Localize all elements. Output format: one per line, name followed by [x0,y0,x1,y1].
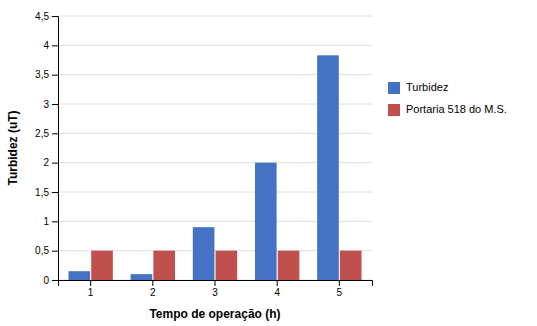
x-tick-label: 1 [88,287,94,298]
bar [278,251,300,280]
y-tick-mark [52,251,58,252]
y-tick: 2 [43,157,58,168]
bar [131,274,153,280]
y-axis-line [52,17,59,281]
y-tick-label: 4,5 [35,11,49,22]
x-axis: 1 2 3 4 5 [59,280,373,298]
y-tick-mark [52,221,58,222]
legend-item: Portaria 518 do M.S. [388,103,507,116]
y-tick-label: 0,5 [35,245,49,256]
x-tick-mark [152,280,153,286]
y-tick-mark [52,75,58,76]
y-tick-label: 3,5 [35,69,49,80]
y-tick-label: 4 [43,40,49,51]
x-tick: 1 [88,280,94,298]
y-tick: 4,5 [35,11,58,22]
y-axis-title: Turbidez (uT) [6,110,20,185]
y-tick: 3,5 [35,69,58,80]
x-tick-mark [339,280,340,286]
grid-line [58,16,372,17]
y-tick-mark [52,163,58,164]
plot: 1 2 3 4 5 0 0,5 1 1,5 2 2,5 3 3,5 4 4,5 [35,11,372,298]
y-tick: 2,5 [35,128,58,139]
y-tick-label: 3 [43,99,49,110]
grid-line [58,45,372,46]
legend: Turbidez Portaria 518 do M.S. [388,81,507,116]
grid [58,16,372,280]
y-tick-mark [52,16,58,17]
x-tick-mark [90,280,91,286]
y-tick-label: 2,5 [35,128,49,139]
x-tick-mark [215,280,216,286]
y-tick: 1 [43,216,58,227]
x-tick-label: 5 [337,287,343,298]
y-tick-label: 1,5 [35,187,49,198]
y-tick-label: 1 [43,216,49,227]
x-tick-label: 3 [212,287,218,298]
legend-label: Turbidez [406,81,448,93]
y-tick-mark [52,280,58,281]
bar [91,251,113,280]
x-tick: 5 [337,280,343,298]
chart: 1 2 3 4 5 0 0,5 1 1,5 2 2,5 3 3,5 4 4,5 Tempo de operaç… [0,0,537,326]
y-tick: 3 [43,99,58,110]
bar [68,271,90,280]
bar [340,251,362,280]
y-tick-mark [52,133,58,134]
x-axis-title: Tempo de operação (h) [149,307,280,321]
y-tick-mark [52,104,58,105]
y-axis: 0 0,5 1 1,5 2 2,5 3 3,5 4 4,5 [35,11,58,286]
bars [68,55,361,280]
y-tick: 1,5 [35,187,58,198]
bar [216,251,238,280]
x-tick-label: 4 [274,287,280,298]
x-tick-label: 2 [150,287,156,298]
x-axis-line [59,281,373,287]
bar [317,55,339,280]
y-tick: 0 [43,275,58,286]
bar [193,227,215,280]
y-tick-mark [52,45,58,46]
bar-series [68,55,338,280]
y-tick: 0,5 [35,245,58,256]
y-tick: 4 [43,40,58,51]
legend-item: Turbidez [388,81,448,94]
bar-series [91,251,361,280]
legend-label: Portaria 518 do M.S. [406,103,507,115]
y-tick-label: 0 [43,275,49,286]
bar [255,163,277,280]
x-tick-mark [277,280,278,286]
y-tick-label: 2 [43,157,49,168]
bar [153,251,175,280]
legend-swatch [388,82,400,94]
legend-swatch [388,104,400,116]
x-tick: 2 [150,280,156,298]
x-tick: 3 [212,280,218,298]
y-tick-mark [52,192,58,193]
x-tick: 4 [274,280,280,298]
